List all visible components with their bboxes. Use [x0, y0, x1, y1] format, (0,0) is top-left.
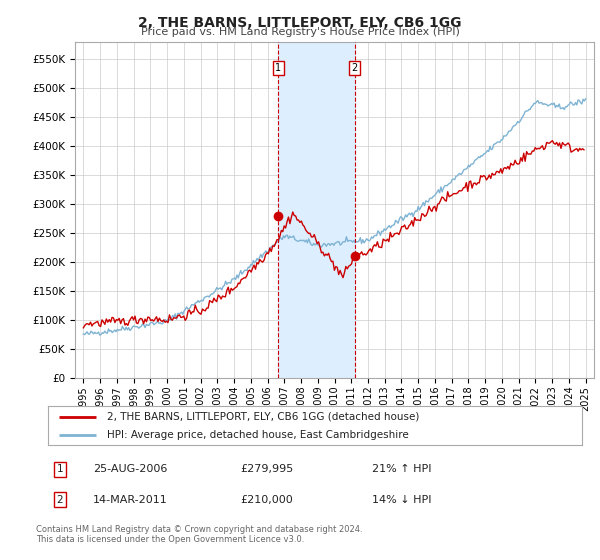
- Text: 2, THE BARNS, LITTLEPORT, ELY, CB6 1GG (detached house): 2, THE BARNS, LITTLEPORT, ELY, CB6 1GG (…: [107, 412, 419, 422]
- Text: 2: 2: [56, 494, 64, 505]
- Text: HPI: Average price, detached house, East Cambridgeshire: HPI: Average price, detached house, East…: [107, 430, 409, 440]
- Text: 14% ↓ HPI: 14% ↓ HPI: [372, 494, 431, 505]
- Text: This data is licensed under the Open Government Licence v3.0.: This data is licensed under the Open Gov…: [36, 535, 304, 544]
- Bar: [278, 42, 355, 378]
- Text: 1: 1: [56, 464, 64, 474]
- Text: Price paid vs. HM Land Registry's House Price Index (HPI): Price paid vs. HM Land Registry's House …: [140, 27, 460, 37]
- Text: Contains HM Land Registry data © Crown copyright and database right 2024.: Contains HM Land Registry data © Crown c…: [36, 525, 362, 534]
- Text: 21% ↑ HPI: 21% ↑ HPI: [372, 464, 431, 474]
- Text: 1: 1: [275, 63, 281, 73]
- Text: £210,000: £210,000: [240, 494, 293, 505]
- Text: £279,995: £279,995: [240, 464, 293, 474]
- Text: 2, THE BARNS, LITTLEPORT, ELY, CB6 1GG: 2, THE BARNS, LITTLEPORT, ELY, CB6 1GG: [138, 16, 462, 30]
- Text: 25-AUG-2006: 25-AUG-2006: [93, 464, 167, 474]
- Text: 2: 2: [352, 63, 358, 73]
- Text: 14-MAR-2011: 14-MAR-2011: [93, 494, 168, 505]
